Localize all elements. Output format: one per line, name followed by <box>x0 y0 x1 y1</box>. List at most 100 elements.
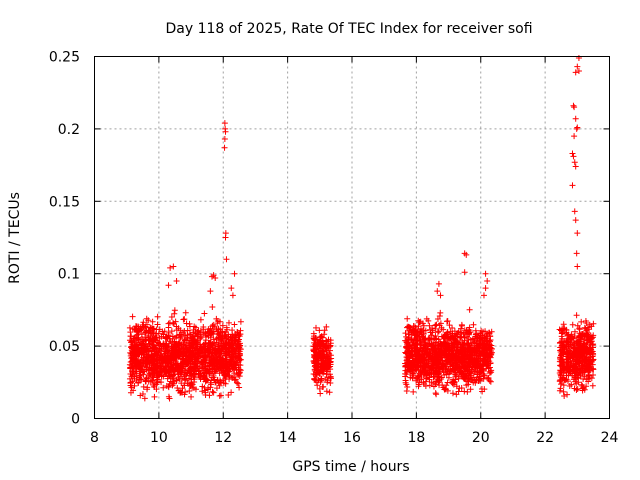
data-point <box>422 335 429 342</box>
data-point <box>438 333 445 340</box>
data-point <box>188 376 195 383</box>
data-point <box>211 363 218 370</box>
data-point <box>202 349 209 356</box>
data-point <box>182 309 189 316</box>
data-point <box>179 375 186 382</box>
data-point <box>418 331 425 338</box>
data-point <box>236 340 243 347</box>
data-point <box>483 350 490 357</box>
data-point <box>472 348 479 355</box>
data-point <box>476 365 483 372</box>
data-point <box>584 329 591 336</box>
data-point <box>141 344 148 351</box>
data-point <box>175 364 182 371</box>
data-point <box>421 361 428 368</box>
data-point <box>312 362 319 369</box>
data-point <box>426 322 433 329</box>
data-point <box>171 310 178 317</box>
data-point <box>204 386 211 393</box>
data-point <box>571 208 578 215</box>
data-point <box>449 344 456 351</box>
data-point <box>590 366 597 373</box>
data-point <box>422 378 429 385</box>
data-point <box>479 361 486 368</box>
data-point <box>205 347 212 354</box>
data-point <box>324 379 331 386</box>
data-point <box>127 379 134 386</box>
data-point <box>437 292 444 299</box>
data-point <box>158 379 165 386</box>
data-point <box>129 347 136 354</box>
data-point <box>316 350 323 357</box>
data-point <box>572 163 579 170</box>
data-point <box>126 324 133 331</box>
data-point <box>573 366 580 373</box>
data-point <box>229 292 236 299</box>
data-point <box>145 378 152 385</box>
y-tick-label: 0.1 <box>58 267 80 283</box>
data-point <box>213 385 220 392</box>
data-point <box>402 360 409 367</box>
y-axis-label: ROTI / TECUs <box>7 192 23 284</box>
data-point <box>168 328 175 335</box>
data-point <box>443 342 450 349</box>
data-point <box>222 372 229 379</box>
data-point <box>151 365 158 372</box>
data-point <box>138 356 145 363</box>
data-point <box>432 390 439 397</box>
data-point <box>154 349 161 356</box>
data-point <box>574 350 581 357</box>
data-point <box>321 331 328 338</box>
data-point <box>453 337 460 344</box>
data-point <box>138 366 145 373</box>
data-point <box>143 328 150 335</box>
data-point <box>436 347 443 354</box>
data-point <box>219 328 226 335</box>
data-point <box>140 383 147 390</box>
data-point <box>176 340 183 347</box>
data-point <box>224 360 231 367</box>
data-point <box>135 334 142 341</box>
data-point <box>202 329 209 336</box>
data-point <box>128 368 135 375</box>
data-point <box>223 339 230 346</box>
data-point <box>470 321 477 328</box>
data-point <box>232 334 239 341</box>
data-point <box>140 338 147 345</box>
data-point <box>135 357 142 364</box>
data-point <box>455 366 462 373</box>
data-point <box>208 354 215 361</box>
data-point <box>430 380 437 387</box>
data-point <box>220 379 227 386</box>
data-point <box>323 349 330 356</box>
data-point <box>440 384 447 391</box>
data-point <box>445 333 452 340</box>
data-point <box>141 395 148 402</box>
data-point <box>581 346 588 353</box>
data-point <box>222 356 229 363</box>
data-point <box>130 363 137 370</box>
data-point <box>318 367 325 374</box>
data-point <box>448 340 455 347</box>
data-point <box>155 373 162 380</box>
y-tick-label: 0.15 <box>49 194 80 210</box>
data-point <box>426 382 433 389</box>
data-point <box>186 387 193 394</box>
data-point <box>140 371 147 378</box>
data-point <box>426 376 433 383</box>
data-point <box>457 341 464 348</box>
data-point <box>487 378 494 385</box>
data-point <box>435 336 442 343</box>
data-point <box>438 351 445 358</box>
data-point <box>404 364 411 371</box>
data-point <box>128 343 135 350</box>
data-point <box>456 363 463 370</box>
data-point <box>200 359 207 366</box>
data-point <box>317 370 324 377</box>
data-point <box>590 356 597 363</box>
data-point <box>203 366 210 373</box>
data-point <box>184 331 191 338</box>
data-point <box>590 334 597 341</box>
data-point <box>235 380 242 387</box>
data-point <box>477 378 484 385</box>
